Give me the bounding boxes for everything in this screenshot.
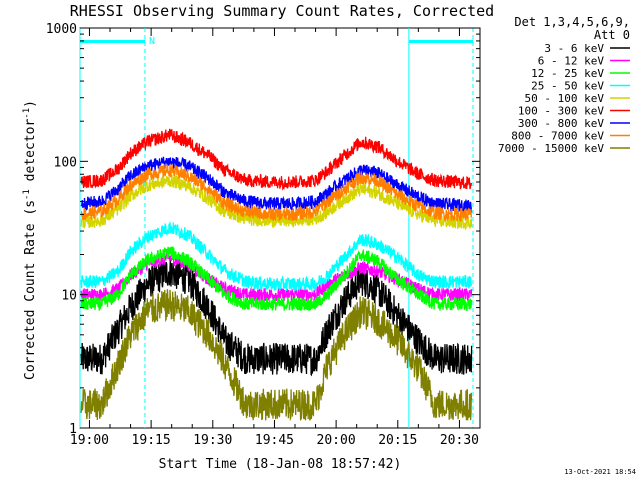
y-axis: 1 10 100 1000	[46, 22, 480, 437]
y-axis-label-end: )	[23, 100, 38, 108]
legend-label-8: 7000 - 15000 keV	[498, 142, 604, 155]
chart-title: RHESSI Observing Summary Count Rates, Co…	[70, 2, 494, 20]
x-tick-label-5: 20:15	[378, 433, 417, 448]
x-tick-label-1: 19:15	[132, 433, 171, 448]
x-axis-label: Start Time (18-Jan-08 18:57:42)	[159, 457, 402, 472]
legend-label-1: 6 - 12 keV	[538, 55, 605, 68]
y-tick-label-3: 1000	[46, 22, 77, 37]
y-axis-label-sup1: -1	[22, 189, 32, 200]
x-tick-label-6: 20:30	[440, 433, 479, 448]
series-line-8	[80, 289, 473, 422]
x-tick-label-4: 20:00	[317, 433, 356, 448]
plot-area: 19:00 19:15 19:30 19:45 20:00 20:15 20:30 1101…	[46, 22, 481, 448]
flag-bar-1	[408, 40, 474, 43]
x-tick-label-3: 19:45	[255, 433, 294, 448]
x-tick-label-2: 19:30	[193, 433, 232, 448]
flag-label: N	[149, 36, 155, 47]
x-axis: 19:00 19:15 19:30 19:45 20:00 20:15 20:30	[70, 28, 479, 448]
legend-label-2: 12 - 25 keV	[531, 67, 604, 80]
flag-bars	[80, 40, 474, 43]
legend-header-line2: Att 0	[594, 28, 630, 42]
y-axis-label-mid: detector	[23, 119, 38, 190]
vertical-markers	[79, 28, 474, 428]
legend-label-0: 3 - 6 keV	[544, 42, 604, 55]
legend-label-4: 50 - 100 keV	[525, 92, 605, 105]
legend-label-6: 300 - 800 keV	[518, 117, 604, 130]
x-tick-label-0: 19:00	[70, 433, 109, 448]
y-tick-label-2: 100	[54, 155, 77, 170]
footer-timestamp: 13-Oct-2021 18:54	[564, 468, 636, 476]
series-line-6	[80, 156, 473, 214]
y-axis-label-main: Corrected Count Rate (s	[23, 200, 38, 380]
series-line-2	[80, 246, 473, 312]
series-line-5	[80, 128, 473, 191]
y-tick-label-1: 10	[61, 289, 77, 304]
y-axis-label: Corrected Count Rate (s-1 detector-1)	[22, 100, 38, 380]
series-line-7	[80, 164, 472, 223]
flag-bar-0	[80, 40, 145, 43]
series-line-3	[80, 222, 473, 293]
y-axis-label-sup2: -1	[22, 108, 32, 119]
y-tick-label-0: 1	[69, 422, 77, 437]
series-line-4	[80, 174, 473, 231]
legend-label-5: 100 - 300 keV	[518, 105, 604, 118]
series-group	[80, 128, 473, 422]
legend-label-7: 800 - 7000 keV	[511, 130, 604, 143]
legend-header-line1: Det 1,3,4,5,6,9,	[514, 15, 630, 29]
series-line-0	[80, 258, 473, 377]
legend-label-3: 25 - 50 keV	[531, 80, 604, 93]
